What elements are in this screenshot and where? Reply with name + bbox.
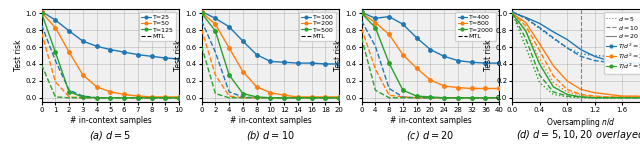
Legend: T=100, T=200, T=500, MTL: T=100, T=200, T=500, MTL — [299, 12, 336, 41]
Text: (c) $d = 20$: (c) $d = 20$ — [406, 129, 454, 142]
Legend: $d=5$, $d=10$, $d=20$, $T/d^2 = 1$, $T/d^2 = 2$, $T/d^2 = 5$: $d=5$, $d=10$, $d=20$, $T/d^2 = 1$, $T/d… — [604, 12, 640, 74]
Y-axis label: Test risk: Test risk — [13, 40, 22, 71]
Legend: T=400, T=800, T=2000, MTL: T=400, T=800, T=2000, MTL — [455, 12, 496, 41]
Y-axis label: Test risk: Test risk — [484, 40, 493, 71]
Y-axis label: Test risk: Test risk — [333, 40, 342, 71]
Text: (a) $d = 5$: (a) $d = 5$ — [89, 129, 132, 142]
X-axis label: # in-context samples: # in-context samples — [230, 116, 311, 125]
X-axis label: # in-context samples: # in-context samples — [390, 116, 471, 125]
X-axis label: # in-context samples: # in-context samples — [70, 116, 151, 125]
Text: (b) $d = 10$: (b) $d = 10$ — [246, 129, 295, 142]
X-axis label: Oversampling $n/d$: Oversampling $n/d$ — [546, 116, 616, 129]
Text: (d) $d = 5, 10, 20$ overlayed: (d) $d = 5, 10, 20$ overlayed — [516, 129, 640, 142]
Legend: T=25, T=50, T=125, MTL: T=25, T=50, T=125, MTL — [139, 12, 176, 41]
Y-axis label: Test risk: Test risk — [173, 40, 182, 71]
